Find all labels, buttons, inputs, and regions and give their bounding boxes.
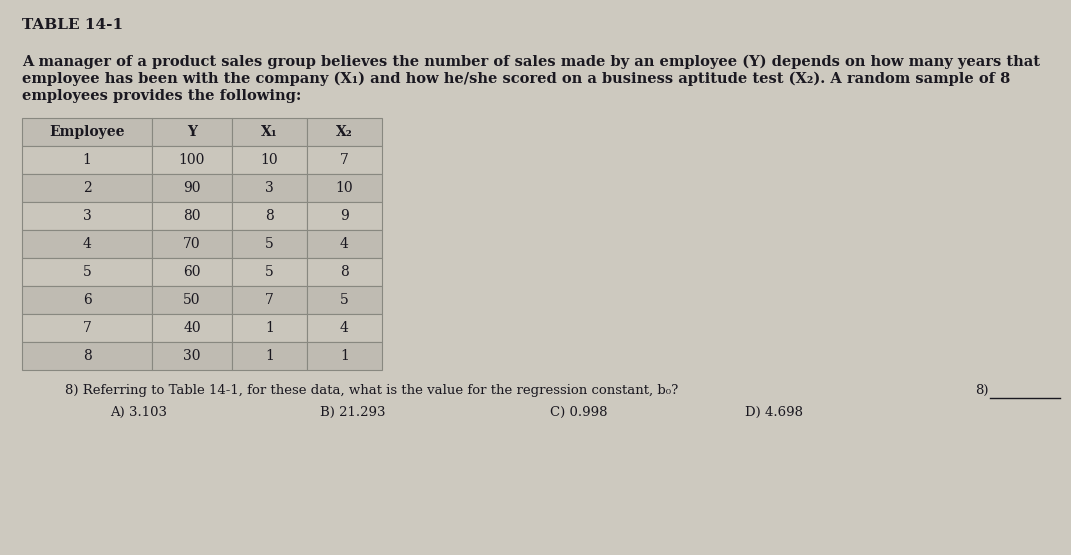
Text: 3: 3 — [266, 181, 274, 195]
Bar — [307, 314, 382, 342]
Bar — [307, 286, 382, 314]
Bar — [307, 174, 382, 202]
Text: 90: 90 — [183, 181, 200, 195]
Bar — [152, 174, 232, 202]
Text: 40: 40 — [183, 321, 201, 335]
Bar — [22, 286, 152, 314]
Text: 100: 100 — [179, 153, 206, 167]
Bar — [152, 258, 232, 286]
Text: 70: 70 — [183, 237, 201, 251]
Bar — [152, 202, 232, 230]
Text: D) 4.698: D) 4.698 — [745, 406, 803, 419]
Bar — [22, 118, 152, 146]
Bar — [22, 230, 152, 258]
Text: 5: 5 — [266, 265, 274, 279]
Text: 7: 7 — [82, 321, 91, 335]
Text: employee has been with the company (X₁) and how he/she scored on a business apti: employee has been with the company (X₁) … — [22, 72, 1010, 87]
Text: 1: 1 — [82, 153, 91, 167]
Text: 4: 4 — [341, 321, 349, 335]
Text: 8) Referring to Table 14-1, for these data, what is the value for the regression: 8) Referring to Table 14-1, for these da… — [65, 384, 678, 397]
Bar — [22, 146, 152, 174]
Bar — [152, 146, 232, 174]
Bar — [232, 146, 307, 174]
Bar — [307, 146, 382, 174]
Bar — [22, 314, 152, 342]
Text: 9: 9 — [341, 209, 349, 223]
Text: 80: 80 — [183, 209, 200, 223]
Text: A) 3.103: A) 3.103 — [110, 406, 167, 419]
Bar — [152, 342, 232, 370]
Bar — [152, 314, 232, 342]
Text: 5: 5 — [82, 265, 91, 279]
Text: B) 21.293: B) 21.293 — [320, 406, 386, 419]
Bar — [232, 174, 307, 202]
Text: 4: 4 — [341, 237, 349, 251]
Text: 10: 10 — [260, 153, 278, 167]
Bar — [232, 286, 307, 314]
Bar — [152, 118, 232, 146]
Text: 30: 30 — [183, 349, 200, 363]
Text: 7: 7 — [265, 293, 274, 307]
Text: 4: 4 — [82, 237, 91, 251]
Text: 8: 8 — [341, 265, 349, 279]
Text: 6: 6 — [82, 293, 91, 307]
Text: 3: 3 — [82, 209, 91, 223]
Text: 50: 50 — [183, 293, 200, 307]
Bar — [152, 230, 232, 258]
Bar — [22, 202, 152, 230]
Text: 10: 10 — [335, 181, 353, 195]
Text: 5: 5 — [341, 293, 349, 307]
Text: Y: Y — [187, 125, 197, 139]
Text: X₂: X₂ — [336, 125, 352, 139]
Bar — [232, 202, 307, 230]
Text: X₁: X₁ — [261, 125, 278, 139]
Text: 8: 8 — [82, 349, 91, 363]
Text: 8: 8 — [266, 209, 274, 223]
Text: 1: 1 — [265, 349, 274, 363]
Bar — [307, 202, 382, 230]
Bar — [307, 230, 382, 258]
Bar — [22, 258, 152, 286]
Bar — [307, 342, 382, 370]
Text: 60: 60 — [183, 265, 200, 279]
Text: Employee: Employee — [49, 125, 124, 139]
Bar — [232, 314, 307, 342]
Bar — [232, 118, 307, 146]
Bar — [152, 286, 232, 314]
Text: TABLE 14-1: TABLE 14-1 — [22, 18, 123, 32]
Text: 1: 1 — [341, 349, 349, 363]
Text: 2: 2 — [82, 181, 91, 195]
Bar — [22, 174, 152, 202]
Text: 5: 5 — [266, 237, 274, 251]
Bar — [232, 258, 307, 286]
Text: employees provides the following:: employees provides the following: — [22, 89, 301, 103]
Text: C) 0.998: C) 0.998 — [550, 406, 607, 419]
Bar — [307, 258, 382, 286]
Bar — [22, 342, 152, 370]
Bar — [307, 118, 382, 146]
Bar — [232, 342, 307, 370]
Bar — [232, 230, 307, 258]
Text: 1: 1 — [265, 321, 274, 335]
Text: 8): 8) — [975, 384, 989, 397]
Text: A manager of a product sales group believes the number of sales made by an emplo: A manager of a product sales group belie… — [22, 55, 1040, 69]
Text: 7: 7 — [341, 153, 349, 167]
